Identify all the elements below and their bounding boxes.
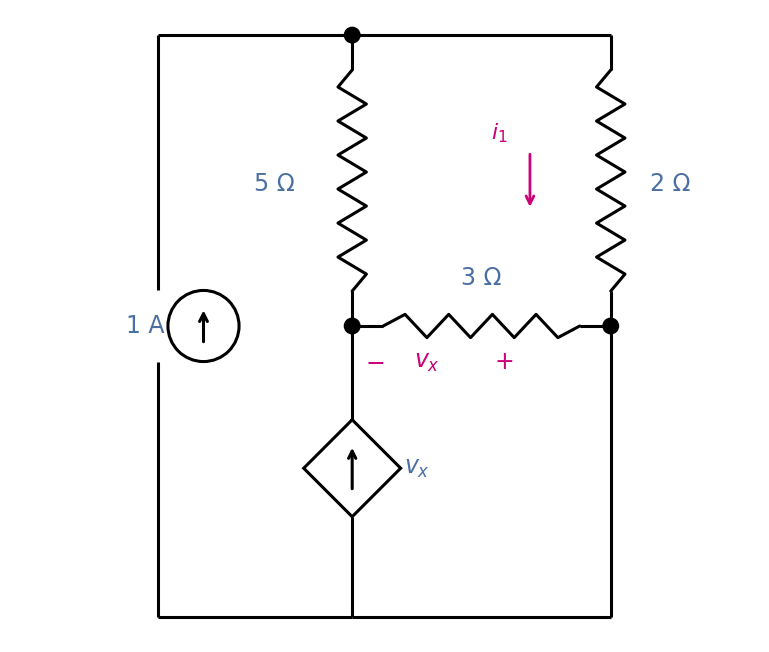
Text: 5 Ω: 5 Ω [255, 171, 295, 196]
Text: 2 Ω: 2 Ω [650, 171, 690, 196]
Circle shape [603, 318, 618, 334]
Text: $+$: $+$ [494, 349, 514, 374]
Circle shape [345, 27, 360, 43]
Circle shape [345, 318, 360, 334]
Text: $v_x$: $v_x$ [414, 349, 439, 374]
Text: $i_1$: $i_1$ [491, 121, 508, 145]
Text: $-$: $-$ [365, 349, 384, 374]
Text: 3 Ω: 3 Ω [461, 267, 501, 290]
Text: 1 A: 1 A [126, 314, 165, 338]
Text: $v_x$: $v_x$ [404, 456, 430, 481]
